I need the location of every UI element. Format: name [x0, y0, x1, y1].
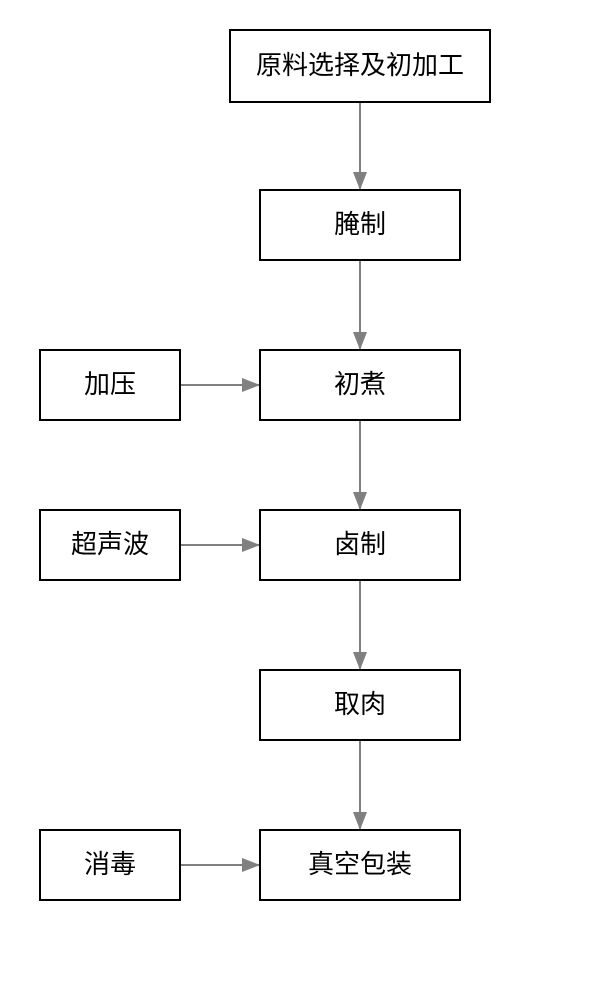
node-label-s4: 超声波	[71, 530, 149, 559]
flowchart: 原料选择及初加工腌制初煮卤制取肉真空包装 加压超声波消毒	[0, 0, 608, 1000]
node-label-n4: 卤制	[334, 530, 386, 559]
node-s4: 超声波	[40, 510, 180, 580]
node-s3: 加压	[40, 350, 180, 420]
node-n5: 取肉	[260, 670, 460, 740]
node-label-s6: 消毒	[84, 850, 136, 879]
node-n3: 初煮	[260, 350, 460, 420]
node-label-n6: 真空包装	[308, 850, 412, 879]
node-n1: 原料选择及初加工	[230, 30, 490, 102]
node-n4: 卤制	[260, 510, 460, 580]
node-label-n3: 初煮	[334, 370, 386, 399]
node-label-n2: 腌制	[334, 210, 386, 239]
node-n6: 真空包装	[260, 830, 460, 900]
node-n2: 腌制	[260, 190, 460, 260]
node-label-n1: 原料选择及初加工	[256, 51, 464, 80]
node-label-s3: 加压	[84, 370, 136, 399]
node-label-n5: 取肉	[334, 690, 386, 719]
node-s6: 消毒	[40, 830, 180, 900]
